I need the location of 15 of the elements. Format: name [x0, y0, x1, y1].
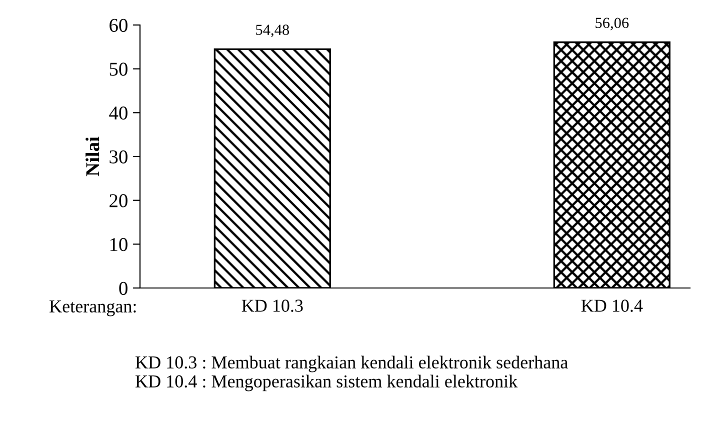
y-tick-label: 50 — [110, 62, 128, 76]
x-axis-title: Keterangan: — [50, 300, 136, 316]
y-tick-label: 30 — [110, 150, 128, 164]
y-tick-label: 0 — [119, 282, 128, 295]
data-label: 54,48 — [256, 24, 290, 38]
x-tick-label: KD 10.3 — [242, 300, 303, 312]
data-label: 56,06 — [596, 18, 629, 30]
x-tick-label: KD 10.4 — [581, 300, 643, 312]
y-axis-title: Nilai — [86, 136, 100, 176]
y-tick-label: 10 — [110, 238, 128, 252]
y-tick-label: 20 — [110, 194, 128, 208]
y-tick-label: 60 — [110, 18, 128, 32]
y-tick-label: 40 — [109, 106, 128, 120]
text: KD 10.4 : Mengoperasikan sistem kendali elektronik — [136, 374, 518, 392]
text: KD 10.3 : Membuat rangkaian kendali elektronik sederhana — [136, 356, 568, 372]
